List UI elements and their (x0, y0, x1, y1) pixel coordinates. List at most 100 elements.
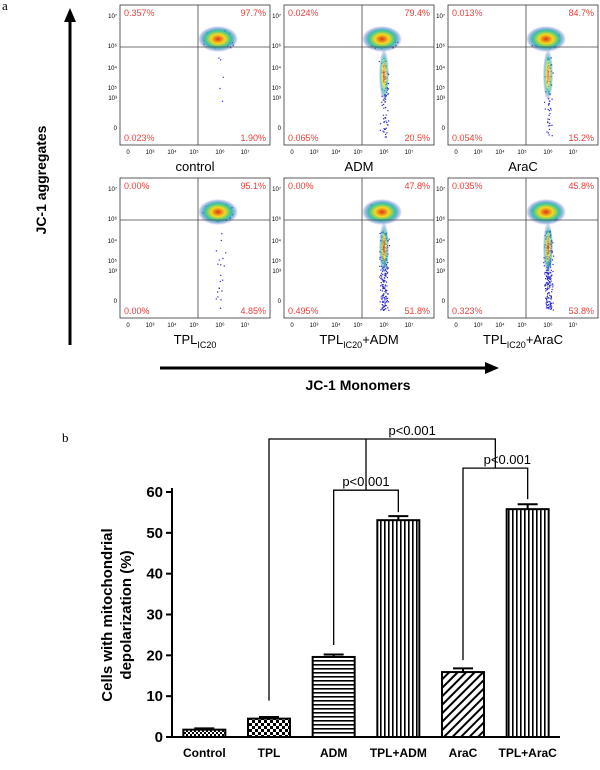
flow-ytick-label: 10⁷ (272, 13, 281, 20)
flow-xtick-label: 10⁷ (241, 322, 250, 329)
x-tick-label: ADM (320, 746, 347, 760)
y-axis-label-line2: depolarization (%) (118, 550, 135, 679)
flow-plot-frame (119, 177, 271, 319)
flow-plot-3: 0.013% 84.7% 0.054% 15.2% 0 10³ 10⁴ 10⁵ 10⁶ 10⁷ 0 1… (436, 4, 599, 174)
flow-ytick-label: 10⁷ (108, 13, 117, 20)
flow-ytick-label: 10³ (108, 96, 117, 102)
flow-ytick-label: 10⁴ (108, 238, 118, 245)
flow-ytick-label: 0 (278, 126, 282, 132)
sig-label: p<0.001 (484, 452, 531, 467)
flow-ytick-label: 10⁷ (436, 13, 445, 20)
quadrant-ll: 0.323% (452, 306, 483, 316)
flow-ytick-label: 10⁴ (436, 65, 446, 72)
bar-tpl-plus-arac (505, 508, 550, 738)
flow-ytick-label: 10⁵ (272, 85, 282, 92)
flow-density-core (198, 199, 238, 225)
flow-xtick-label: 10⁴ (495, 149, 505, 156)
quadrant-ul: 0.013% (452, 8, 483, 18)
bar-arac (441, 671, 485, 739)
quadrant-lr: 20.5% (404, 133, 430, 143)
flow-density-tail (543, 222, 553, 274)
flow-xtick-label: 10⁷ (241, 149, 250, 156)
flow-xtick-label: 10⁷ (405, 322, 414, 329)
flow-xtick-label: 10⁴ (331, 149, 341, 156)
flow-ytick-label: 10³ (272, 269, 281, 275)
flow-ytick-label: 10³ (436, 96, 445, 102)
flow-xtick-label: 10⁴ (495, 322, 505, 329)
x-tick-label: TPL (258, 746, 281, 760)
flow-ytick-label: 10⁶ (108, 216, 118, 223)
flow-xtick-label: 10³ (474, 150, 483, 156)
quadrant-ur: 95.1% (240, 181, 266, 191)
flow-plot-4: 0.00% 95.1% 0.00% 4.85% 0 10³ 10⁴ 10⁵ 10⁶ 10⁷ 0 10³… (108, 177, 271, 350)
flow-ytick-label: 10⁵ (108, 85, 118, 92)
flow-xtick-label: 10³ (310, 150, 319, 156)
flow-xtick-label: 10⁶ (379, 149, 389, 156)
flow-xtick-label: 0 (126, 323, 130, 329)
flow-density-core (198, 26, 238, 52)
bar-adm (311, 655, 356, 739)
quadrant-lr: 4.85% (240, 306, 266, 316)
quadrant-ll: 0.023% (124, 133, 155, 143)
flow-plot-label: control (175, 159, 214, 174)
flow-ytick-label: 10³ (108, 269, 117, 275)
flow-plot-label: TPLIC20+ADM (319, 332, 398, 350)
flow-plot-2: 0.024% 79.4% 0.065% 20.5% 0 10³ 10⁴ 10⁵ 10⁶ 10⁷ 0 1… (272, 4, 435, 174)
bar-tpl-plus-adm (376, 519, 421, 738)
flow-plots: 0.357% 97.7% 0.023% 1.90% 0 10³ 10⁴ 10⁵ 10⁶ 10⁷ 0 1… (108, 4, 599, 350)
flow-density-core (362, 26, 402, 52)
x-tick-label: Control (183, 746, 226, 760)
sig-bracket-overall: p<0.001 (268, 423, 496, 701)
quadrant-ur: 45.8% (568, 181, 594, 191)
quadrant-ul: 0.00% (124, 181, 150, 191)
flow-plot-label: AraC (508, 159, 538, 174)
flow-density-core (362, 199, 402, 225)
flow-plot-6: 0.035% 45.8% 0.323% 53.8% 0 10³ 10⁴ 10⁵ 10⁶ 10⁷ 0 1… (436, 177, 599, 350)
x-tick-label: TPL+ADM (370, 746, 427, 760)
quadrant-lr: 51.8% (404, 306, 430, 316)
flow-plot-frame (447, 177, 599, 319)
flow-density-core (526, 199, 566, 225)
flow-ytick-label: 10⁵ (272, 258, 282, 265)
flow-x-arrow (160, 362, 499, 374)
quadrant-ur: 97.7% (240, 8, 266, 18)
quadrant-ul: 0.00% (288, 181, 314, 191)
bar-control (182, 728, 227, 739)
y-tick-label: 60 (146, 484, 163, 501)
flow-xtick-label: 10⁶ (543, 322, 553, 329)
flow-ytick-label: 10⁶ (436, 216, 446, 223)
flow-ytick-label: 0 (442, 299, 446, 305)
flow-density-core (526, 26, 566, 52)
sig-label: p<0.001 (388, 423, 435, 438)
flow-ytick-label: 10⁵ (108, 258, 118, 265)
flow-ytick-label: 10³ (272, 96, 281, 102)
flow-ytick-label: 10⁴ (436, 238, 446, 245)
flow-plot-frame (283, 4, 435, 146)
flow-xtick-label: 10⁵ (353, 149, 363, 156)
quadrant-ul: 0.035% (452, 181, 483, 191)
flow-xtick-label: 10⁷ (569, 149, 578, 156)
flow-ytick-label: 10⁷ (108, 186, 117, 193)
flow-plot-label: TPLIC20 (174, 332, 217, 350)
flow-y-arrow (64, 8, 76, 345)
flow-xtick-label: 10⁵ (189, 149, 199, 156)
flow-xtick-label: 10⁶ (215, 149, 225, 156)
x-tick-label: AraC (449, 746, 478, 760)
quadrant-ll: 0.495% (288, 306, 319, 316)
y-tick-label: 40 (146, 566, 163, 583)
flow-xtick-label: 10⁶ (215, 322, 225, 329)
flow-ytick-label: 10³ (436, 269, 445, 275)
y-tick-label: 50 (146, 525, 163, 542)
flow-xtick-label: 10⁷ (405, 149, 414, 156)
flow-ytick-label: 10⁶ (108, 43, 118, 50)
flow-xtick-label: 10⁵ (517, 322, 527, 329)
bar-tpl (247, 717, 291, 738)
flow-xtick-label: 10⁷ (569, 322, 578, 329)
flow-ytick-label: 0 (114, 299, 118, 305)
flow-xtick-label: 10⁴ (167, 149, 177, 156)
flow-plot-label: TPLIC20+AraC (483, 332, 563, 350)
flow-density-tail (379, 49, 389, 101)
flow-xtick-label: 10⁴ (167, 322, 177, 329)
flow-plot-frame (283, 177, 435, 319)
